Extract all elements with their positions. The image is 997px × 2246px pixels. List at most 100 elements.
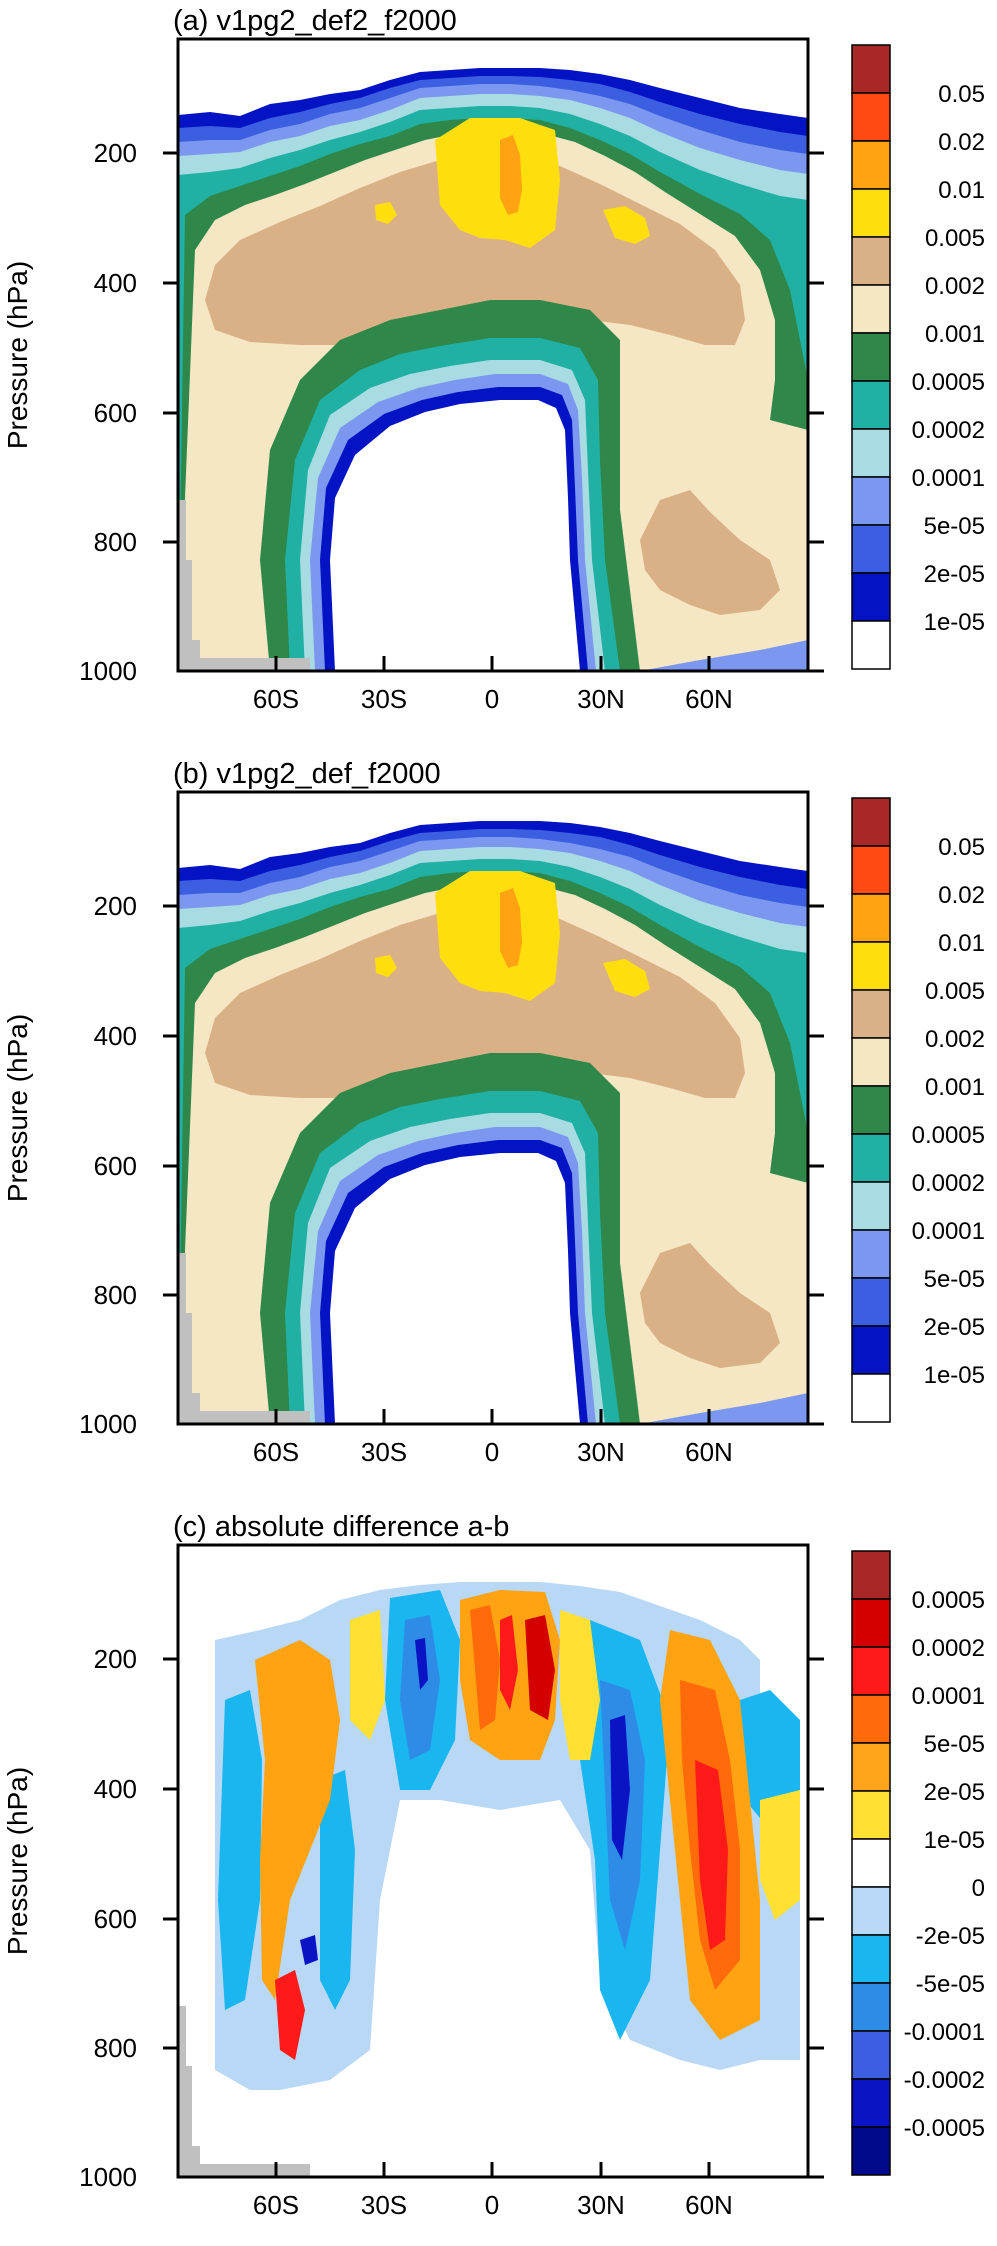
core-yellow [435, 118, 560, 248]
colorbar-label: 0.005 [925, 225, 985, 252]
colorbar-swatch [851, 1181, 891, 1231]
colorbar-swatch [851, 893, 891, 943]
colorbar-swatch [851, 2030, 891, 2080]
colorbar-swatch [851, 620, 891, 670]
colorbar-label: -2e-05 [916, 1923, 985, 1950]
panel-b: (b) v1pg2_def_f2000 [2, 758, 985, 1467]
xtick-label: 60S [253, 684, 299, 714]
panel-a-xtick-labels: 60S 30S 0 30N 60N [253, 684, 733, 714]
xtick-label: 60N [685, 684, 733, 714]
ytick-label: 600 [94, 1904, 137, 1934]
ytick-label: 400 [94, 268, 137, 298]
panel-c-title: (c) absolute difference a-b [173, 1511, 509, 1543]
colorbar-swatch [851, 941, 891, 991]
diff-yellow-2 [350, 1610, 385, 1740]
blob-a1 [375, 202, 397, 224]
colorbar-swatch [851, 140, 891, 190]
lobe-se-tan [640, 1243, 780, 1368]
xtick-label: 30N [577, 684, 625, 714]
colorbar-label: 5e-05 [924, 1731, 985, 1758]
band-bottom-right [640, 1393, 808, 1424]
colorbar-label: -0.0001 [904, 2019, 985, 2046]
terrain-grey [178, 1253, 310, 1424]
panel-a-ytick-labels: 200 400 600 800 1000 [79, 138, 137, 686]
colorbar-swatch [851, 1886, 891, 1936]
core-orange [500, 888, 522, 968]
xtick-label: 0 [485, 1437, 499, 1467]
ytick-label: 800 [94, 1280, 137, 1310]
xtick-label: 60N [685, 2190, 733, 2220]
xtick-label: 60N [685, 1437, 733, 1467]
panel-b-xticks [274, 1409, 711, 1424]
colorbar-label: 0.01 [938, 177, 985, 204]
panel-a-colorbar: 0.05 0.02 0.01 0.005 0.002 0.001 0.0005 0.0002 0… [851, 44, 985, 670]
colorbar-swatch [851, 188, 891, 238]
colorbar-swatch [851, 845, 891, 895]
hole-white [330, 1153, 580, 1424]
diff-dark-3 [300, 1935, 318, 1965]
colorbar-label: 0.02 [938, 882, 985, 909]
panel-a-title: (a) v1pg2_def2_f2000 [173, 5, 457, 37]
xtick-label: 60S [253, 1437, 299, 1467]
ytick-label: 1000 [79, 1409, 137, 1439]
panel-b-plot [178, 821, 808, 1424]
core-orange [500, 135, 522, 215]
panel-b-yticks [163, 904, 824, 1426]
colorbar-swatch [851, 332, 891, 382]
colorbar-label: 0.05 [938, 81, 985, 108]
panel-b-ylabel: Pressure (hPa) [2, 1014, 33, 1202]
colorbar-swatch [851, 1934, 891, 1984]
colorbar-label: 0.001 [925, 321, 985, 348]
colorbar-label: 0 [972, 1875, 985, 1902]
colorbar-label: -0.0002 [904, 2067, 985, 2094]
colorbar-swatch [851, 2126, 891, 2176]
colorbar-swatch [851, 1229, 891, 1279]
colorbar-label: 1e-05 [924, 609, 985, 636]
colorbar-swatch [851, 1838, 891, 1888]
colorbar-swatch [851, 797, 891, 847]
colorbar-label: 0.0002 [912, 1170, 985, 1197]
ytick-label: 1000 [79, 2162, 137, 2192]
colorbar-label: 0.0001 [912, 1683, 985, 1710]
ytick-label: 800 [94, 2033, 137, 2063]
colorbar-label: 0.0005 [912, 1587, 985, 1614]
colorbar-label: 2e-05 [924, 1779, 985, 1806]
diff-red-5 [275, 1970, 305, 2060]
blob-b1 [375, 955, 397, 977]
panel-a-plot [178, 68, 808, 671]
colorbar-swatch [851, 1325, 891, 1375]
ytick-label: 600 [94, 1151, 137, 1181]
colorbar-swatch [851, 1982, 891, 2032]
diff-blue-3 [218, 1690, 262, 2010]
colorbar-swatch [851, 524, 891, 574]
colorbar-label: 2e-05 [924, 561, 985, 588]
xtick-label: 30S [361, 2190, 407, 2220]
panel-a: (a) v1pg2_def2_f2000 [2, 5, 985, 714]
colorbar-swatch [851, 380, 891, 430]
panel-a-xticks [274, 656, 711, 671]
diff-yellow-3 [760, 1790, 800, 1920]
colorbar-label: -0.0005 [904, 2115, 985, 2142]
colorbar-label: 0.005 [925, 978, 985, 1005]
colorbar-swatch [851, 1646, 891, 1696]
colorbar-label: 0.0005 [912, 1122, 985, 1149]
band-2e-03 [205, 155, 745, 345]
diff-red-4 [500, 1615, 518, 1710]
colorbar-label: 0.01 [938, 930, 985, 957]
panel-c-ylabel: Pressure (hPa) [2, 1767, 33, 1955]
colorbar-label: 0.002 [925, 273, 985, 300]
colorbar-label: 0.001 [925, 1074, 985, 1101]
panel-c-xtick-labels: 60S 30S 0 30N 60N [253, 2190, 733, 2220]
colorbar-swatch [851, 44, 891, 94]
ytick-label: 600 [94, 398, 137, 428]
ytick-label: 800 [94, 527, 137, 557]
diff-red-1 [695, 1760, 728, 1950]
diff-yellow-1 [560, 1610, 600, 1760]
colorbar-label: 0.0001 [912, 1218, 985, 1245]
blob-b2 [603, 959, 650, 997]
colorbar-swatch [851, 989, 891, 1039]
diff-blue-4 [320, 1770, 355, 2010]
diff-dark-2 [415, 1638, 428, 1690]
colorbar-label: 2e-05 [924, 1314, 985, 1341]
xtick-label: 30S [361, 684, 407, 714]
